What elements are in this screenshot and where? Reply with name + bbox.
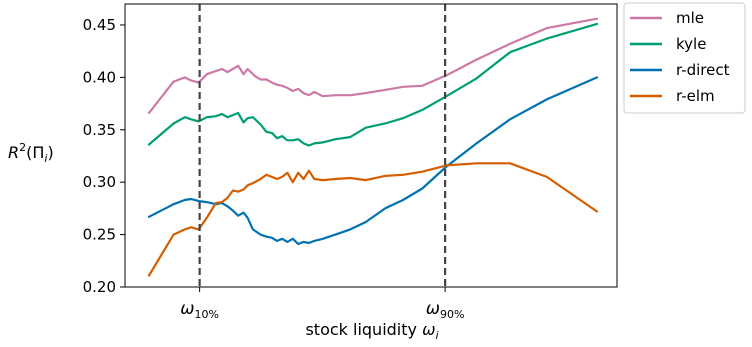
- x-axis-label-text: stock liquidity: [305, 320, 422, 339]
- x-axis-label: stock liquidity ωi: [305, 320, 438, 342]
- legend-label-r-direct: r-direct: [676, 61, 730, 79]
- y-axis-label: R2(Πi): [8, 141, 54, 165]
- legend: mle kyle r-direct r-elm: [623, 2, 746, 114]
- plot-frame: [124, 3, 618, 288]
- legend-label-kyle: kyle: [676, 35, 706, 53]
- x-axis-label-symbol: ω: [422, 320, 435, 339]
- axes: ω10% ω90% 0.20 0.25 0.30 0.35 0.40 0.45: [83, 3, 618, 321]
- vline-label-10pct: ω10%: [180, 299, 219, 321]
- y-tick-label: 0.20: [83, 278, 116, 296]
- series-line-mle: [147, 17, 599, 115]
- legend-label-r-elm: r-elm: [676, 87, 715, 105]
- series-line-r-elm: [147, 162, 599, 277]
- y-tick-label: 0.40: [83, 68, 116, 86]
- plot-area: [147, 4, 599, 287]
- series-line-kyle: [147, 22, 599, 147]
- vline-label-90pct: ω90%: [426, 299, 465, 321]
- legend-box: [623, 2, 746, 114]
- x-axis-label-sub: i: [435, 329, 438, 342]
- y-tick-label: 0.45: [83, 16, 116, 34]
- y-tick-label: 0.30: [83, 173, 116, 191]
- legend-label-mle: mle: [676, 9, 704, 27]
- series-line-r-direct: [147, 76, 599, 246]
- y-tick-label: 0.25: [83, 226, 116, 244]
- y-tick-label: 0.35: [83, 121, 116, 139]
